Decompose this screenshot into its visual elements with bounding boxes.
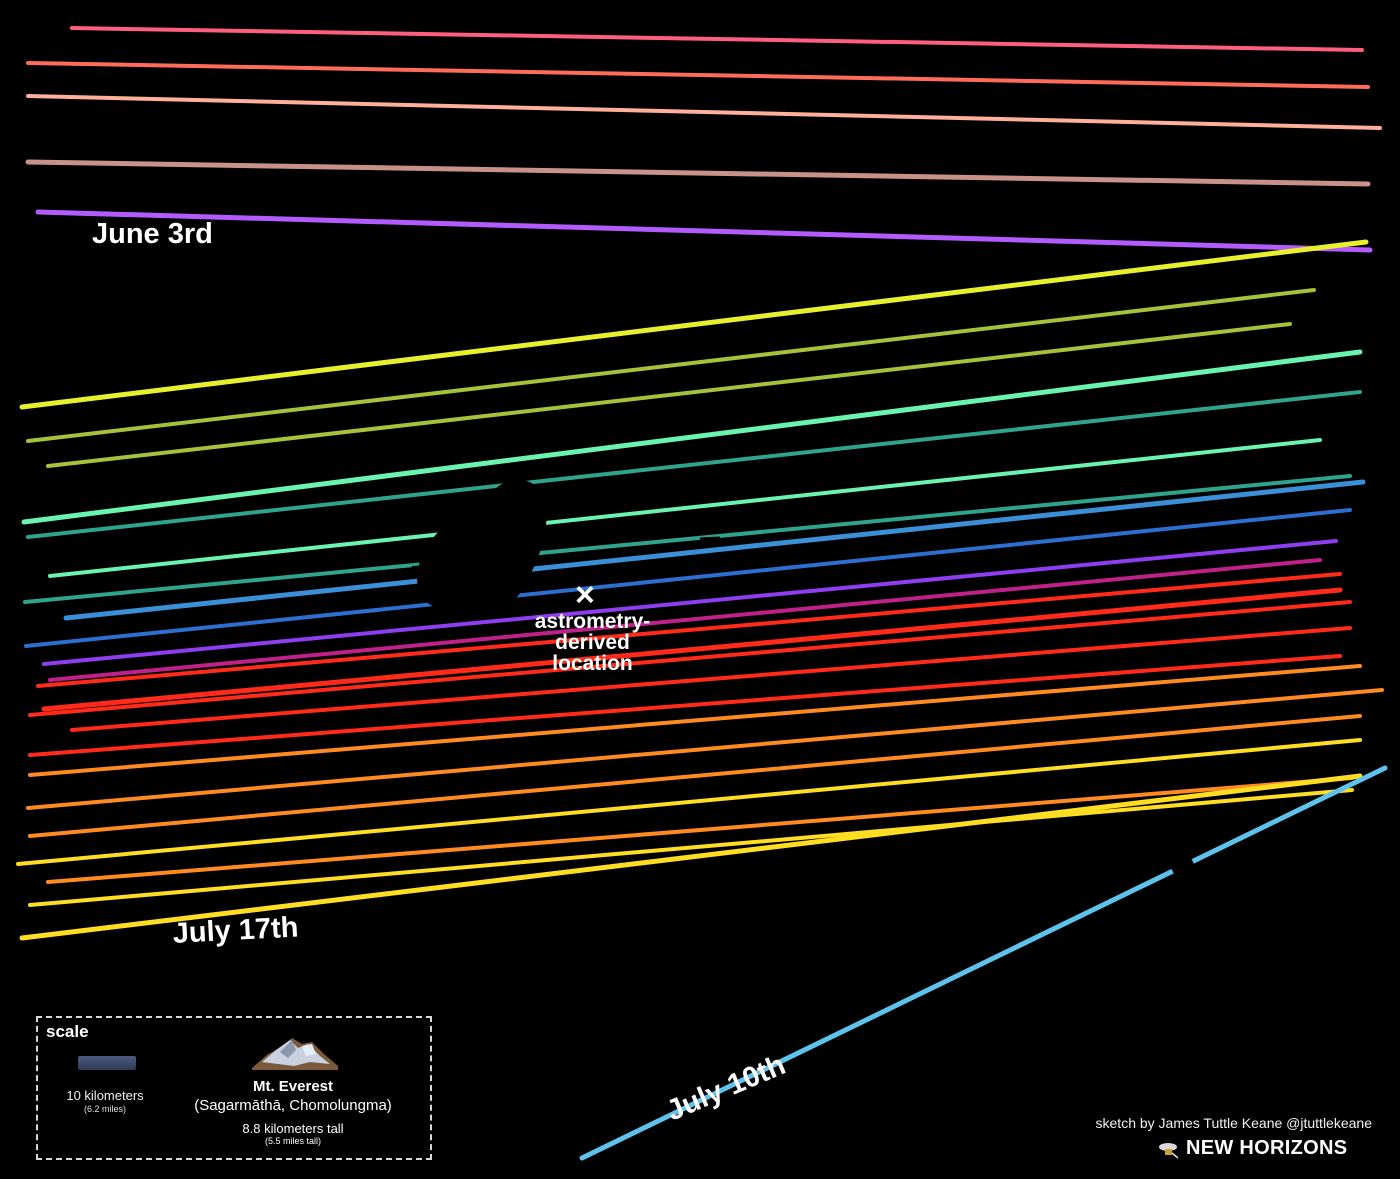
chord-line: [579, 765, 1388, 1161]
chord-line: [25, 159, 1371, 187]
chord-line: [26, 390, 1362, 539]
chord-line: [19, 773, 1363, 941]
chord-line: [28, 600, 1352, 717]
everest-height-sub: (5.5 miles tall): [264, 1136, 321, 1146]
chord-lines: [16, 26, 1388, 1161]
chord-line: [28, 788, 1354, 907]
chord-line: [63, 479, 1366, 621]
june-3rd-label: June 3rd: [92, 218, 213, 250]
chord-line: [21, 349, 1363, 525]
chord-line: [19, 239, 1369, 410]
brand-name: NEW HORIZONS: [1186, 1137, 1348, 1159]
chord-line: [70, 26, 1364, 52]
everest-names: (Sagarmāthā, Chomolungma): [194, 1097, 392, 1114]
astrometry-location-label: astrometry- derived location: [505, 611, 680, 674]
scale-bar-10km: [78, 1056, 136, 1070]
credit-text: sketch by James Tuttle Keane @jtuttlekea…: [1095, 1115, 1372, 1131]
scale-legend-box: scale 10 kilometers (6.2 miles) Mt. Ever…: [36, 1016, 432, 1160]
chord-line: [42, 539, 1338, 666]
scale-title: scale: [46, 1022, 89, 1041]
chord-line: [70, 626, 1352, 732]
chord-line: [26, 61, 1370, 89]
spacecraft-icon: [1159, 1142, 1179, 1159]
chord-line: [24, 508, 1352, 648]
chord-line: [28, 714, 1362, 838]
chord-line: [48, 438, 1322, 578]
july-17th-label: July 17th: [172, 911, 300, 950]
chord-line: [28, 654, 1342, 757]
scale-bar-sublabel: (6.2 miles): [83, 1104, 126, 1114]
chord-line: [46, 776, 1354, 884]
chord-line: [36, 572, 1342, 688]
brand: NEW HORIZONS: [1158, 1137, 1347, 1160]
object-silhouette: [417, 479, 547, 616]
mountain-icon: [252, 1038, 338, 1070]
chord-gap-marks: [411, 536, 1195, 875]
astrometry-line-1: astrometry-: [534, 610, 651, 633]
chord-line: [26, 94, 1382, 130]
chord-line: [46, 322, 1292, 468]
chord-line: [26, 288, 1316, 443]
chord-line: [23, 474, 1352, 604]
everest-height: 8.8 kilometers tall: [242, 1121, 344, 1136]
scale-bar-label: 10 kilometers: [66, 1088, 144, 1103]
chord-line: [26, 688, 1384, 810]
astrometry-x-icon: ×: [575, 576, 595, 614]
chord-line: [28, 664, 1362, 777]
astrometry-line-3: location: [552, 652, 633, 675]
chord-line: [48, 558, 1322, 682]
chord-line: [35, 209, 1373, 253]
astrometry-line-2: derived: [555, 631, 630, 654]
everest-title: Mt. Everest: [252, 1078, 334, 1095]
chord-line: [16, 738, 1362, 866]
chord-line: [41, 587, 1343, 712]
